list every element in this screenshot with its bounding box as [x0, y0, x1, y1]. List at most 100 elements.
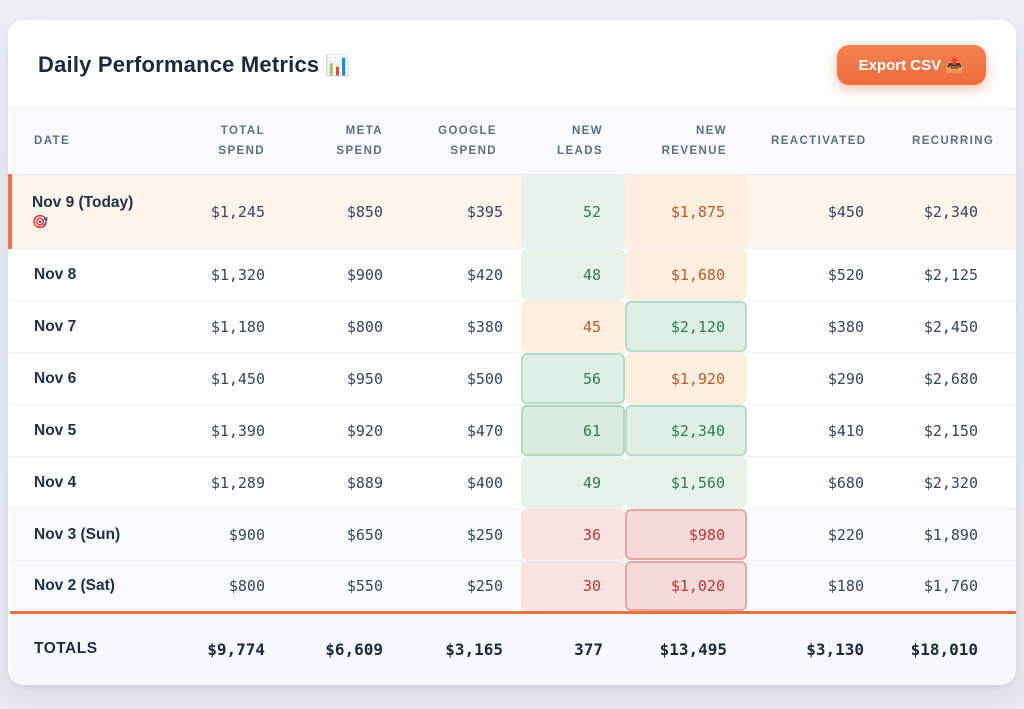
cell-google-spend: $250 [407, 508, 521, 561]
totals-meta-spend: $6,609 [289, 611, 407, 685]
cell-new-leads: 61 [521, 404, 625, 457]
totals-reactivated: $3,130 [747, 611, 888, 685]
table-row: Nov 6 $1,450 $950 $500 56 $1,920 $290 $2,680 [10, 352, 1016, 405]
cell-reactivated: $380 [747, 300, 888, 353]
cell-google-spend: $250 [407, 560, 521, 613]
new-leads-value: 49 [521, 457, 625, 508]
date-label: Nov 4 [34, 473, 77, 491]
cell-new-leads: 49 [521, 456, 625, 509]
cell-new-revenue: $1,680 [625, 248, 747, 301]
outbox-tray-icon: 📤 [945, 57, 964, 74]
cell-new-revenue: $1,875 [625, 174, 747, 249]
new-revenue-value: $1,020 [625, 561, 747, 611]
new-leads-value: 52 [521, 175, 625, 248]
new-revenue-value: $980 [625, 509, 747, 560]
date-label: Nov 8 [34, 265, 77, 283]
table-header: Date Total Spend Meta Spend Google Spend New… [10, 108, 1016, 175]
cell-recurring: $2,150 [888, 404, 1016, 457]
page-title-text: Daily Performance Metrics [38, 52, 320, 77]
column-header-google-spend: Google Spend [407, 108, 521, 175]
new-leads-value: 56 [521, 353, 625, 404]
totals-new-leads: 377 [521, 611, 625, 685]
cell-recurring: $2,450 [888, 300, 1016, 353]
cell-meta-spend: $550 [289, 560, 407, 613]
cell-google-spend: $420 [407, 248, 521, 301]
new-revenue-value: $2,340 [625, 405, 747, 456]
cell-new-leads: 45 [521, 300, 625, 353]
cell-date: Nov 2 (Sat) [10, 560, 160, 613]
date-label: Nov 9 (Today) [32, 193, 134, 211]
table-row: Nov 3 (Sun) $900 $650 $250 36 $980 $220 $1,890 [10, 508, 1016, 561]
new-leads-value: 48 [521, 249, 625, 300]
card-header: Daily Performance Metrics 📊 Export CSV 📤 [8, 20, 1016, 108]
new-revenue-value: $1,920 [625, 353, 747, 404]
table-row: Nov 7 $1,180 $800 $380 45 $2,120 $380 $2,450 [10, 300, 1016, 353]
cell-total-spend: $1,320 [160, 248, 289, 301]
cell-meta-spend: $900 [289, 248, 407, 301]
cell-date: Nov 3 (Sun) [10, 508, 160, 561]
cell-new-leads: 48 [521, 248, 625, 301]
cell-meta-spend: $889 [289, 456, 407, 509]
cell-google-spend: $500 [407, 352, 521, 405]
totals-row: TOTALS $9,774 $6,609 $3,165 377 $13,495 $3,130… [10, 611, 1016, 685]
table-row: Nov 9 (Today) 🎯 $1,245 $850 $395 52 $1,875 $450… [8, 174, 1016, 249]
column-header-new-revenue: New Revenue [625, 108, 747, 175]
cell-recurring: $1,760 [888, 560, 1016, 613]
cell-google-spend: $470 [407, 404, 521, 457]
cell-meta-spend: $850 [289, 174, 407, 249]
cell-total-spend: $1,450 [160, 352, 289, 405]
cell-total-spend: $800 [160, 560, 289, 613]
cell-total-spend: $1,245 [160, 174, 289, 249]
column-header-reactivated: Reactivated [747, 108, 888, 175]
new-leads-value: 30 [521, 561, 625, 611]
cell-total-spend: $1,390 [160, 404, 289, 457]
page-title: Daily Performance Metrics 📊 [38, 52, 350, 78]
cell-recurring: $2,340 [888, 174, 1016, 249]
table-row: Nov 4 $1,289 $889 $400 49 $1,560 $680 $2,320 [10, 456, 1016, 509]
cell-google-spend: $380 [407, 300, 521, 353]
column-header-recurring: Recurring [888, 108, 1016, 175]
date-label: Nov 5 [34, 421, 77, 439]
cell-reactivated: $220 [747, 508, 888, 561]
cell-total-spend: $900 [160, 508, 289, 561]
table-row: Nov 5 $1,390 $920 $470 61 $2,340 $410 $2,150 [10, 404, 1016, 457]
cell-total-spend: $1,180 [160, 300, 289, 353]
cell-recurring: $2,320 [888, 456, 1016, 509]
cell-google-spend: $400 [407, 456, 521, 509]
cell-new-leads: 56 [521, 352, 625, 405]
export-csv-button[interactable]: Export CSV 📤 [836, 45, 986, 85]
cell-new-leads: 30 [521, 560, 625, 613]
cell-date: Nov 8 [10, 248, 160, 301]
cell-reactivated: $410 [747, 404, 888, 457]
table-header-row: Date Total Spend Meta Spend Google Spend New… [10, 108, 1016, 175]
cell-recurring: $2,680 [888, 352, 1016, 405]
totals-google-spend: $3,165 [407, 611, 521, 685]
cell-date: Nov 4 [10, 456, 160, 509]
cell-reactivated: $680 [747, 456, 888, 509]
metrics-card: Daily Performance Metrics 📊 Export CSV 📤 … [8, 20, 1016, 685]
cell-meta-spend: $800 [289, 300, 407, 353]
new-revenue-value: $2,120 [625, 301, 747, 352]
date-label: Nov 2 (Sat) [34, 577, 115, 595]
cell-reactivated: $520 [747, 248, 888, 301]
cell-new-revenue: $2,120 [625, 300, 747, 353]
cell-new-revenue: $1,920 [625, 352, 747, 405]
cell-meta-spend: $920 [289, 404, 407, 457]
column-header-meta-spend: Meta Spend [289, 108, 407, 175]
new-revenue-value: $1,560 [625, 457, 747, 508]
bar-chart-icon: 📊 [325, 55, 351, 77]
cell-google-spend: $395 [407, 174, 521, 249]
column-header-new-leads: New Leads [521, 108, 625, 175]
daily-metrics-table: Date Total Spend Meta Spend Google Spend New… [8, 108, 1016, 685]
cell-meta-spend: $650 [289, 508, 407, 561]
cell-reactivated: $290 [747, 352, 888, 405]
cell-new-leads: 52 [521, 174, 625, 249]
new-leads-value: 61 [521, 405, 625, 456]
totals-label: TOTALS [10, 611, 160, 685]
cell-new-revenue: $1,020 [625, 560, 747, 613]
new-leads-value: 36 [521, 509, 625, 560]
cell-recurring: $2,125 [888, 248, 1016, 301]
cell-meta-spend: $950 [289, 352, 407, 405]
cell-date: Nov 9 (Today) 🎯 [8, 174, 160, 249]
cell-new-leads: 36 [521, 508, 625, 561]
